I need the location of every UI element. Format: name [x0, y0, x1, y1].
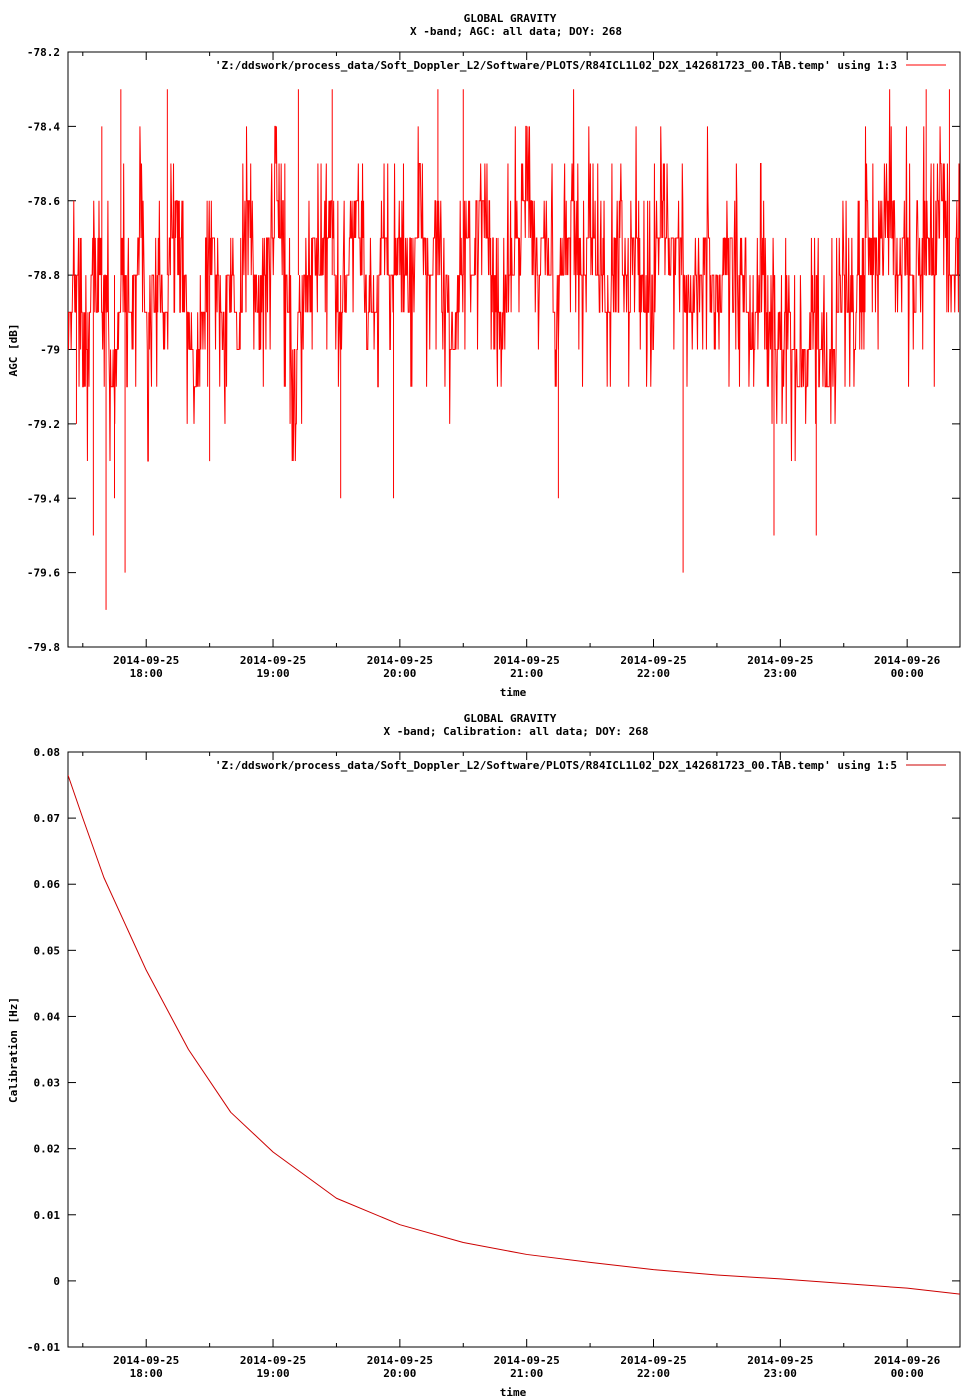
calibration-x-tick-date: 2014-09-25 — [620, 1354, 686, 1367]
agc-chart-title: GLOBAL GRAVITY — [464, 12, 557, 25]
calibration-x-tick-date: 2014-09-25 — [494, 1354, 560, 1367]
calibration-x-tick-time: 20:00 — [383, 1367, 416, 1380]
agc-y-tick-label: -78.6 — [27, 195, 60, 208]
agc-x-axis-label: time — [500, 686, 527, 699]
calibration-x-tick-time: 18:00 — [130, 1367, 163, 1380]
calibration-x-tick-date: 2014-09-25 — [113, 1354, 179, 1367]
calibration-x-tick-date: 2014-09-25 — [367, 1354, 433, 1367]
calibration-series-line — [68, 774, 960, 1295]
calibration-y-tick-label: 0.01 — [34, 1209, 61, 1222]
agc-y-tick-label: -78.4 — [27, 120, 60, 133]
agc-x-tick-time: 20:00 — [383, 667, 416, 680]
agc-y-tick-label: -78.8 — [27, 269, 60, 282]
agc-chart: GLOBAL GRAVITY X -band; AGC: all data; D… — [7, 12, 961, 699]
calibration-x-tick-time: 00:00 — [891, 1367, 924, 1380]
calibration-chart-title: GLOBAL GRAVITY — [464, 712, 557, 725]
calibration-x-tick-time: 23:00 — [764, 1367, 797, 1380]
calibration-y-ticks: 0.08 0.07 0.06 0.05 0.04 0.03 0.02 0.01 … — [27, 746, 60, 1354]
agc-x-tick-date: 2014-09-25 — [620, 654, 686, 667]
agc-x-tick-date: 2014-09-25 — [367, 654, 433, 667]
calibration-y-tick-label: 0.03 — [34, 1077, 61, 1090]
calibration-x-ticks: 2014-09-25 18:00 2014-09-25 19:00 2014-0… — [113, 1354, 941, 1380]
calibration-legend-label: 'Z:/ddswork/process_data/Soft_Doppler_L2… — [215, 759, 897, 772]
calibration-x-axis-label: time — [500, 1386, 527, 1399]
agc-x-tick-time: 00:00 — [891, 667, 924, 680]
agc-x-tick-time: 19:00 — [256, 667, 289, 680]
agc-x-tick-time: 18:00 — [130, 667, 163, 680]
calibration-plot-frame — [67, 751, 961, 1348]
agc-y-tick-label: -79.6 — [27, 567, 60, 580]
agc-y-tick-label: -79.8 — [27, 641, 60, 654]
agc-y-tick-label: -79.2 — [27, 418, 60, 431]
calibration-x-tick-time: 19:00 — [256, 1367, 289, 1380]
calibration-y-tick-label: 0.08 — [34, 746, 61, 759]
calibration-x-tick-time: 21:00 — [510, 1367, 543, 1380]
agc-y-tick-label: -79.4 — [27, 492, 60, 505]
agc-x-tick-date: 2014-09-25 — [113, 654, 179, 667]
calibration-y-axis-label: Calibration [Hz] — [7, 997, 20, 1103]
calibration-x-tick-date: 2014-09-26 — [874, 1354, 941, 1367]
calibration-y-tick-label: 0.06 — [34, 878, 61, 891]
calibration-y-tick-label: 0.07 — [34, 812, 61, 825]
agc-x-tick-date: 2014-09-25 — [747, 654, 813, 667]
agc-y-tick-label: -79 — [40, 344, 60, 357]
calibration-y-tick-label: -0.01 — [27, 1341, 60, 1354]
calibration-y-tick-label: 0 — [53, 1275, 60, 1288]
agc-x-ticks: 2014-09-25 18:00 2014-09-25 19:00 2014-0… — [113, 654, 941, 680]
calibration-chart-subtitle: X -band; Calibration: all data; DOY: 268 — [384, 725, 649, 738]
agc-x-tick-date: 2014-09-26 — [874, 654, 941, 667]
calibration-x-tick-date: 2014-09-25 — [240, 1354, 306, 1367]
agc-x-tick-date: 2014-09-25 — [240, 654, 306, 667]
calibration-x-tick-date: 2014-09-25 — [747, 1354, 813, 1367]
agc-y-ticks: -78.2 -78.4 -78.6 -78.8 -79 -79.2 -79.4 … — [27, 46, 60, 654]
agc-legend-label: 'Z:/ddswork/process_data/Soft_Doppler_L2… — [215, 59, 897, 72]
calibration-x-tick-time: 22:00 — [637, 1367, 670, 1380]
agc-x-tick-date: 2014-09-25 — [494, 654, 560, 667]
agc-y-tick-label: -78.2 — [27, 46, 60, 59]
calibration-chart: GLOBAL GRAVITY X -band; Calibration: all… — [7, 712, 961, 1399]
agc-x-tick-time: 21:00 — [510, 667, 543, 680]
agc-x-tick-time: 22:00 — [637, 667, 670, 680]
agc-x-tick-time: 23:00 — [764, 667, 797, 680]
agc-y-axis-label: AGC [dB] — [7, 324, 20, 377]
agc-series-line — [68, 89, 960, 462]
calibration-y-tick-label: 0.02 — [34, 1143, 61, 1156]
calibration-y-tick-label: 0.05 — [34, 944, 61, 957]
agc-chart-subtitle: X -band; AGC: all data; DOY: 268 — [410, 25, 622, 38]
calibration-y-tick-label: 0.04 — [34, 1010, 61, 1023]
